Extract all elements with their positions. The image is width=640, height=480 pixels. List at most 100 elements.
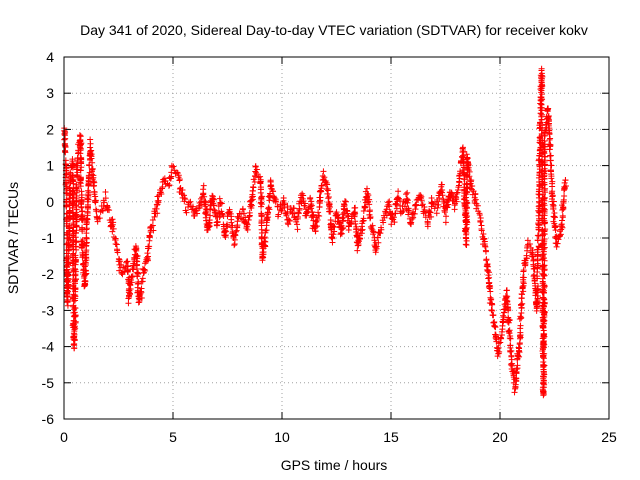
data-point-plus	[383, 212, 390, 219]
data-point-plus	[374, 234, 381, 241]
data-point-plus	[323, 179, 330, 186]
data-point-plus	[76, 132, 83, 139]
x-tick-label: 10	[274, 429, 290, 445]
data-point-plus	[463, 226, 470, 233]
data-point-plus	[360, 208, 367, 215]
data-point-plus	[357, 235, 364, 242]
data-point-plus	[321, 174, 328, 181]
data-point-plus	[138, 285, 145, 292]
data-point-plus	[149, 222, 156, 229]
data-point-plus	[562, 177, 569, 184]
data-point-plus	[150, 227, 157, 234]
data-point-plus	[517, 325, 524, 332]
data-point-plus	[485, 272, 492, 279]
data-point-plus	[146, 243, 153, 250]
data-point-plus	[128, 279, 135, 286]
data-point-plus	[86, 161, 93, 168]
data-point-plus	[71, 344, 78, 351]
data-point-plus	[383, 206, 390, 213]
data-point-plus	[328, 234, 335, 241]
data-point-plus	[342, 198, 349, 205]
data-point-plus	[168, 162, 175, 169]
data-point-plus	[77, 167, 84, 174]
data-point-plus	[361, 203, 368, 210]
data-point-plus	[114, 249, 121, 256]
data-point-plus	[148, 223, 155, 230]
data-point-plus	[480, 230, 487, 237]
data-point-plus	[546, 130, 553, 137]
data-point-plus	[294, 226, 301, 233]
data-point-plus	[435, 201, 442, 208]
data-point-plus	[511, 389, 518, 396]
data-point-plus	[144, 257, 151, 264]
data-point-plus	[123, 259, 130, 266]
data-point-plus	[410, 214, 417, 221]
data-point-plus	[541, 194, 548, 201]
data-point-plus	[549, 178, 556, 185]
data-point-plus	[126, 290, 133, 297]
data-point-plus	[523, 252, 530, 259]
y-tick-label: -2	[42, 266, 55, 282]
data-point-plus	[73, 211, 80, 218]
x-axis-label: GPS time / hours	[281, 457, 388, 473]
data-point-plus	[540, 331, 547, 338]
data-point-plus	[179, 187, 186, 194]
data-point-plus	[84, 208, 91, 215]
data-point-plus	[280, 194, 287, 201]
data-point-plus	[375, 239, 382, 246]
data-point-plus	[514, 365, 521, 372]
data-point-plus	[539, 184, 546, 191]
data-point-plus	[390, 214, 397, 221]
data-point-plus	[224, 221, 231, 228]
data-point-plus	[534, 275, 541, 282]
data-point-plus	[330, 223, 337, 230]
x-tick-label: 15	[383, 429, 399, 445]
data-point-plus	[78, 140, 85, 147]
plot-area-frame	[63, 56, 610, 420]
data-point-plus	[477, 218, 484, 225]
data-point-plus	[540, 352, 547, 359]
x-tick-label: 5	[169, 429, 177, 445]
data-point-plus	[395, 188, 402, 195]
data-point-plus	[408, 219, 415, 226]
data-point-plus	[66, 222, 73, 229]
data-point-plus	[135, 270, 142, 277]
data-point-plus	[504, 305, 511, 312]
data-point-plus	[463, 151, 470, 158]
data-point-plus	[139, 278, 146, 285]
data-point-plus	[65, 277, 72, 284]
data-point-plus	[482, 247, 489, 254]
data-point-plus	[102, 188, 109, 195]
data-point-plus	[551, 214, 558, 221]
data-point-plus	[326, 202, 333, 209]
data-point-plus	[562, 182, 569, 189]
data-point-plus	[552, 223, 559, 230]
data-point-plus	[365, 192, 372, 199]
data-point-plus	[424, 221, 431, 228]
data-point-plus	[116, 256, 123, 263]
data-point-plus	[316, 194, 323, 201]
data-point-plus	[275, 213, 282, 220]
data-point-plus	[483, 256, 490, 263]
data-point-plus	[62, 129, 69, 136]
data-point-plus	[72, 229, 79, 236]
data-point-plus	[409, 215, 416, 222]
data-point-plus	[71, 323, 78, 330]
data-point-plus	[128, 274, 135, 281]
y-tick-label: 2	[46, 121, 54, 137]
data-point-plus	[413, 201, 420, 208]
data-point-plus	[74, 187, 81, 194]
data-point-plus	[251, 178, 258, 185]
data-point-plus	[295, 210, 302, 217]
data-point-plus	[84, 196, 91, 203]
data-point-plus	[166, 181, 173, 188]
data-point-plus	[189, 203, 196, 210]
data-point-plus	[518, 315, 525, 322]
data-point-plus	[231, 242, 238, 249]
data-point-plus	[397, 197, 404, 204]
data-point-plus	[62, 135, 69, 142]
data-point-plus	[518, 301, 525, 308]
data-point-plus	[550, 203, 557, 210]
data-point-plus	[491, 323, 498, 330]
